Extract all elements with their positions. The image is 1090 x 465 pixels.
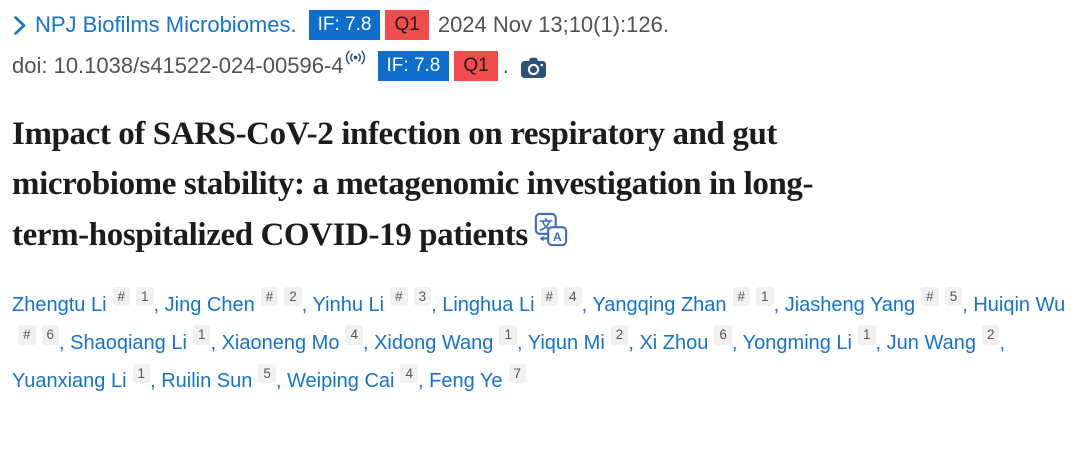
impact-factor-badge[interactable]: IF: 7.8 bbox=[377, 51, 450, 81]
author-separator: , bbox=[150, 370, 162, 393]
affiliation-badge: 3 bbox=[413, 286, 432, 307]
author-item: Xidong Wang 1 bbox=[374, 325, 517, 354]
author-item: Ruilin Sun 5 bbox=[161, 363, 276, 393]
affiliation-badge: 5 bbox=[258, 363, 276, 384]
affiliation-badge: 1 bbox=[499, 325, 517, 345]
affiliation-badge: 5 bbox=[944, 286, 963, 307]
author-separator: , bbox=[999, 331, 1006, 354]
author-link[interactable]: Jun Wang bbox=[886, 331, 976, 354]
doi-line: doi: 10.1038/s41522-024-00596-4 IF: 7.8 … bbox=[12, 50, 1076, 81]
author-link[interactable]: Yiqun Mi bbox=[527, 331, 605, 354]
author-list: Zhengtu Li #1, Jing Chen #2, Yinhu Li #3, L… bbox=[12, 286, 1076, 401]
author-link[interactable]: Weiping Cai bbox=[287, 370, 395, 393]
article-title-text: Impact of SARS-CoV-2 infection on respir… bbox=[12, 116, 814, 253]
author-separator: , bbox=[275, 370, 287, 393]
author-separator: , bbox=[362, 331, 375, 354]
author-item: Yiqun Mi 2 bbox=[527, 325, 629, 354]
doi-text: doi: 10.1038/s41522-024-00596-4 bbox=[12, 53, 344, 78]
author-item: Yinhu Li #3 bbox=[312, 286, 432, 316]
author-item: Huiqin Wu # 6 bbox=[12, 294, 1065, 354]
author-item: Xi Zhou 6 bbox=[639, 325, 732, 354]
affiliation-badge: 2 bbox=[284, 286, 302, 307]
author-link[interactable]: Jing Chen bbox=[164, 293, 255, 316]
journal-line: NPJ Biofilms Microbiomes. IF: 7.8 Q1 202… bbox=[12, 10, 1076, 40]
author-separator: , bbox=[773, 293, 785, 316]
author-item: Jing Chen #2 bbox=[164, 286, 302, 316]
camera-icon[interactable] bbox=[520, 57, 547, 79]
author-link[interactable]: Xi Zhou bbox=[639, 331, 709, 354]
author-separator: , bbox=[628, 331, 640, 354]
translate-icon[interactable]: 文 A bbox=[534, 212, 568, 248]
equal-contribution-badge: # bbox=[732, 286, 751, 307]
affiliation-badge: 4 bbox=[345, 325, 363, 345]
author-item: Zhengtu Li #1 bbox=[12, 286, 154, 316]
citation-text: 2024 Nov 13;10(1):126. bbox=[437, 12, 669, 37]
affiliation-badge: 1 bbox=[192, 325, 211, 345]
period-text: . bbox=[502, 53, 509, 78]
author-link[interactable]: Xidong Wang bbox=[374, 331, 494, 354]
affiliation-badge: 2 bbox=[981, 325, 1000, 345]
author-link[interactable]: Ruilin Sun bbox=[161, 370, 253, 393]
author-separator: , bbox=[581, 293, 593, 316]
author-item: Shaoqiang Li 1 bbox=[70, 325, 211, 354]
author-separator: , bbox=[731, 331, 743, 354]
affiliation-badge: 1 bbox=[756, 286, 774, 307]
author-separator: , bbox=[875, 331, 887, 354]
author-link[interactable]: Huiqin Wu bbox=[973, 293, 1066, 316]
author-separator: , bbox=[431, 293, 443, 316]
author-link[interactable]: Yongming Li bbox=[742, 331, 853, 354]
affiliation-badge: 1 bbox=[132, 363, 151, 384]
affiliation-badge: 4 bbox=[400, 363, 418, 384]
author-item: Yongming Li 1 bbox=[742, 325, 876, 354]
author-separator: , bbox=[153, 293, 165, 316]
chevron-right-icon[interactable] bbox=[12, 15, 27, 36]
author-separator: , bbox=[301, 293, 313, 316]
author-item: Yangqing Zhan #1 bbox=[592, 286, 774, 316]
affiliation-badge: 4 bbox=[564, 286, 582, 307]
author-link[interactable]: Jiasheng Yang bbox=[784, 293, 916, 316]
author-item: Feng Ye 7 bbox=[429, 363, 527, 393]
article-header-page: NPJ Biofilms Microbiomes. IF: 7.8 Q1 202… bbox=[12, 10, 1076, 401]
affiliation-badge: 2 bbox=[610, 325, 629, 345]
author-separator: , bbox=[59, 331, 71, 354]
author-link[interactable]: Linghua Li bbox=[442, 293, 535, 316]
author-link[interactable]: Yuanxiang Li bbox=[12, 370, 127, 393]
equal-contribution-badge: # bbox=[260, 286, 279, 307]
equal-contribution-badge: # bbox=[18, 325, 36, 345]
affiliation-badge: 6 bbox=[714, 325, 732, 345]
author-link[interactable]: Zhengtu Li bbox=[12, 293, 107, 316]
author-link[interactable]: Xiaoneng Mo bbox=[221, 331, 340, 354]
author-item: Jun Wang 2 bbox=[886, 325, 1000, 354]
quartile-badge[interactable]: Q1 bbox=[454, 51, 498, 81]
broadcast-icon[interactable] bbox=[345, 50, 366, 65]
author-link[interactable]: Shaoqiang Li bbox=[70, 331, 187, 354]
affiliation-badge: 7 bbox=[508, 363, 527, 384]
author-item: Yuanxiang Li 1 bbox=[12, 363, 151, 393]
author-item: Jiasheng Yang #5 bbox=[784, 286, 963, 316]
journal-name-link[interactable]: NPJ Biofilms Microbiomes. bbox=[35, 12, 297, 37]
author-link[interactable]: Yinhu Li bbox=[312, 293, 385, 316]
affiliation-badge: 6 bbox=[41, 325, 60, 345]
equal-contribution-badge: # bbox=[112, 286, 131, 307]
article-title: Impact of SARS-CoV-2 infection on respir… bbox=[12, 110, 832, 261]
svg-text:A: A bbox=[553, 230, 562, 244]
author-item: Linghua Li #4 bbox=[442, 286, 582, 316]
author-separator: , bbox=[962, 293, 974, 316]
equal-contribution-badge: # bbox=[540, 286, 559, 307]
author-item: Weiping Cai 4 bbox=[287, 363, 418, 393]
author-separator: , bbox=[417, 370, 430, 393]
affiliation-badge: 1 bbox=[136, 286, 154, 307]
author-item: Xiaoneng Mo 4 bbox=[221, 325, 363, 354]
author-link[interactable]: Feng Ye bbox=[429, 370, 503, 393]
impact-factor-badge[interactable]: IF: 7.8 bbox=[308, 10, 381, 40]
author-link[interactable]: Yangqing Zhan bbox=[592, 293, 727, 316]
author-separator: , bbox=[210, 331, 222, 354]
quartile-badge[interactable]: Q1 bbox=[385, 10, 429, 40]
author-separator: , bbox=[516, 331, 528, 354]
equal-contribution-badge: # bbox=[390, 286, 408, 307]
affiliation-badge: 1 bbox=[858, 325, 876, 345]
equal-contribution-badge: # bbox=[921, 286, 939, 307]
